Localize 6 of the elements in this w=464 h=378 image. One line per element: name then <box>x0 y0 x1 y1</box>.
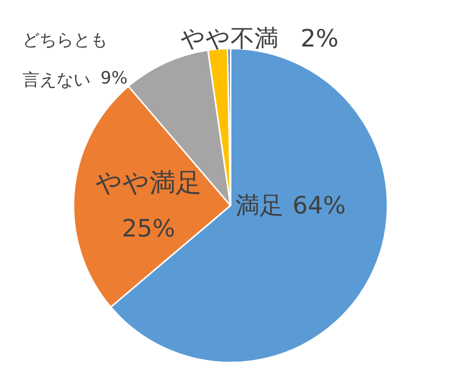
slice-label: やや不満 <box>180 24 278 52</box>
data-label: 25% <box>122 214 176 242</box>
slice-label: 満足 <box>236 192 284 220</box>
data-label: 64% <box>292 192 346 220</box>
data-label: 2% <box>300 24 339 52</box>
slice-label: やや満足 <box>96 168 202 198</box>
